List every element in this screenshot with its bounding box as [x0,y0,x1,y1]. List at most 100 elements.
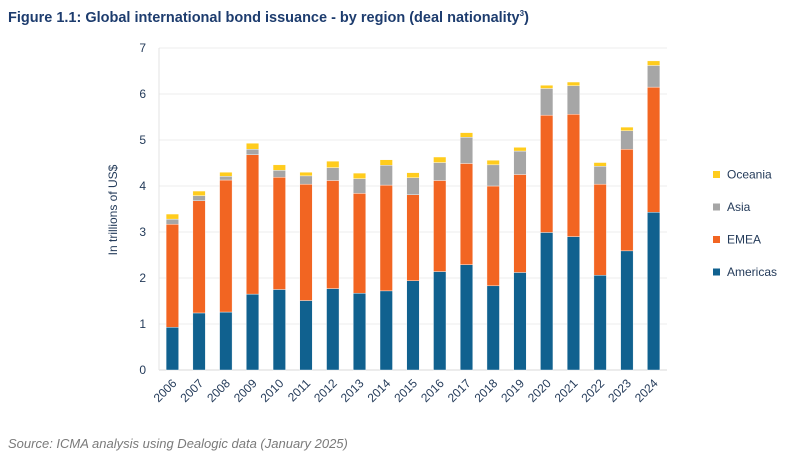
bar-segment-americas-2009 [246,293,260,371]
bar-segment-oceania-2019 [513,147,527,152]
bar-segment-emea-2009 [246,154,260,295]
bar-segment-americas-2023 [620,250,634,371]
bar-segment-asia-2016 [433,162,447,181]
bar-segment-americas-2020 [540,232,554,371]
legend-swatch-oceania [713,171,720,178]
bar-segment-asia-2008 [219,176,233,181]
y-axis-label: In trillions of US$ [106,164,120,255]
bar-segment-oceania-2018 [486,160,500,166]
bar-segment-oceania-2022 [593,162,607,167]
bars [165,60,661,371]
footnote-marker: 3 [519,9,525,18]
bar-segment-emea-2023 [620,148,634,252]
bar-segment-oceania-2023 [620,126,634,132]
bar-segment-americas-2010 [272,289,286,371]
y-tick-label: 1 [139,317,146,331]
legend-label-emea: EMEA [727,233,761,247]
x-tick-label: 2019 [498,376,527,405]
bar-segment-emea-2013 [353,193,366,294]
bar-segment-americas-2012 [326,288,340,371]
y-tick-label: 6 [139,87,146,101]
y-axis: 0 1 2 3 4 5 6 7 [139,41,160,377]
bar-segment-asia-2020 [540,88,554,116]
figure-title-suffix: ) [524,9,529,26]
bar-segment-asia-2019 [513,150,527,175]
y-tick-label: 5 [139,133,146,147]
x-tick-label: 2006 [151,376,180,405]
bar-segment-americas-2024 [647,212,661,371]
bar-segment-americas-2013 [353,292,366,371]
bar-segment-americas-2022 [593,275,607,371]
x-tick-label: 2024 [632,376,661,405]
x-tick-label: 2015 [391,376,420,405]
bar-segment-oceania-2011 [299,171,313,177]
bar-segment-asia-2023 [620,130,634,150]
y-tick-label: 0 [139,363,146,377]
bar-segment-asia-2022 [593,166,607,185]
bar-segment-asia-2011 [299,175,313,185]
y-tick-label: 7 [139,41,146,55]
bar-segment-oceania-2024 [647,60,661,66]
legend-swatch-asia [713,203,720,211]
x-tick-label: 2020 [525,376,554,405]
legend-label-asia: Asia [727,200,751,214]
bar-segment-americas-2015 [406,280,420,371]
legend-label-oceania: Oceania [727,168,772,182]
bar-segment-oceania-2010 [272,164,286,171]
bar-segment-emea-2008 [219,179,233,313]
bar-segment-asia-2021 [566,85,580,115]
bar-segment-emea-2024 [647,86,661,213]
x-tick-label: 2021 [552,376,581,405]
bar-segment-emea-2011 [299,183,313,301]
x-tick-label: 2022 [578,376,607,405]
bar-segment-americas-2019 [513,272,527,371]
legend-swatch-americas [713,268,720,276]
bar-segment-americas-2018 [486,285,500,371]
bar-segment-emea-2021 [566,114,580,237]
source-note: Source: ICMA analysis using Dealogic dat… [8,436,348,451]
x-tick-label: 2014 [365,376,394,405]
bar-segment-emea-2007 [192,200,206,314]
bar-segment-emea-2019 [513,174,527,273]
bar-segment-asia-2018 [486,164,500,187]
x-tick-label: 2011 [285,376,313,404]
bar-segment-americas-2007 [192,312,206,371]
bar-segment-emea-2015 [406,194,420,281]
bar-segment-emea-2020 [540,114,554,233]
bar-segment-asia-2007 [192,195,206,201]
bar-segment-oceania-2007 [192,190,206,196]
bar-segment-emea-2022 [593,183,607,276]
figure-title: Figure 1.1: Global international bond is… [8,9,529,26]
bar-segment-americas-2017 [460,264,473,371]
bar-segment-emea-2012 [326,180,340,289]
bar-segment-emea-2018 [486,185,500,287]
y-tick-label: 4 [139,179,146,193]
bar-segment-oceania-2013 [353,172,366,179]
bar-segment-americas-2021 [566,236,580,371]
bar-segment-oceania-2017 [460,132,473,138]
bar-segment-oceania-2020 [540,85,554,89]
x-tick-label: 2016 [418,376,447,405]
bar-segment-emea-2014 [379,184,393,292]
bar-segment-americas-2008 [219,311,233,371]
bar-segment-asia-2012 [326,167,340,181]
bar-segment-asia-2015 [406,177,420,195]
bar-segment-oceania-2008 [219,171,233,177]
bar-segment-oceania-2012 [326,160,340,168]
bar-segment-asia-2010 [272,170,286,178]
x-tick-label: 2008 [204,376,233,405]
bar-segment-emea-2016 [433,180,447,272]
x-tick-label: 2013 [338,376,367,405]
bar-segment-americas-2016 [433,271,447,371]
x-axis: 2006200720082009201020112012201320142015… [151,376,661,405]
bar-segment-emea-2017 [460,163,473,265]
legend-label-americas: Americas [727,265,777,279]
bar-segment-americas-2011 [299,300,313,371]
x-tick-label: 2018 [472,376,501,405]
gridlines [159,47,667,371]
bar-segment-emea-2010 [272,177,286,290]
x-tick-label: 2023 [605,376,634,405]
x-tick-label: 2007 [177,376,206,405]
bar-segment-asia-2009 [246,148,260,155]
bar-segment-asia-2014 [379,165,393,186]
